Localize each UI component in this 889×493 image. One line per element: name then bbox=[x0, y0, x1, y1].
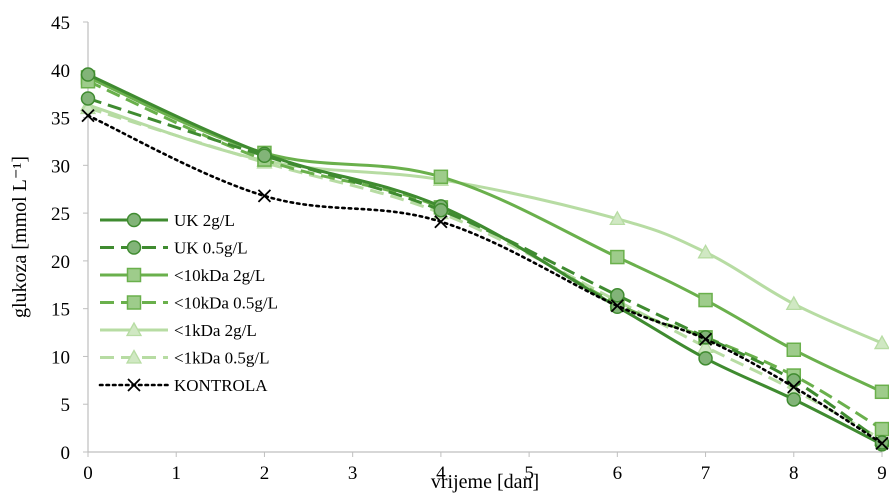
x-tick-label: 0 bbox=[83, 463, 93, 484]
x-tick-label: 7 bbox=[701, 463, 711, 484]
data-point bbox=[433, 169, 449, 185]
y-tick-label: 25 bbox=[51, 204, 70, 225]
legend-item: <1kDa 0.5g/L bbox=[100, 349, 270, 368]
data-point bbox=[79, 99, 97, 115]
y-tick-label: 20 bbox=[51, 252, 70, 273]
data-point bbox=[257, 189, 272, 203]
data-point bbox=[875, 436, 889, 451]
y-tick-label: 45 bbox=[51, 13, 70, 34]
legend-marker bbox=[127, 378, 141, 392]
data-point bbox=[609, 210, 626, 225]
data-point bbox=[698, 351, 713, 366]
data-point bbox=[786, 392, 802, 407]
x-tick-label: 4 bbox=[436, 463, 446, 484]
legend-label: <1kDa 0.5g/L bbox=[174, 349, 270, 368]
legend-marker bbox=[125, 349, 143, 364]
x-axis-title: vrijeme [dan] bbox=[431, 471, 539, 493]
data-point bbox=[873, 334, 889, 350]
y-tick-label: 10 bbox=[51, 347, 70, 368]
legend-label: <1kDa 2g/L bbox=[174, 321, 257, 340]
y-axis-title: glukoza [mmol L⁻¹] bbox=[9, 156, 31, 318]
legend-marker bbox=[126, 267, 142, 283]
x-tick-label: 6 bbox=[613, 463, 623, 484]
data-point bbox=[786, 373, 802, 388]
legend-marker bbox=[125, 321, 143, 337]
data-point bbox=[610, 299, 624, 313]
legend-marker bbox=[126, 212, 142, 228]
y-tick-label: 15 bbox=[51, 300, 70, 321]
series-layer bbox=[79, 67, 889, 452]
data-point bbox=[874, 421, 889, 437]
x-tick-label: 2 bbox=[260, 463, 270, 484]
data-point bbox=[610, 288, 625, 303]
y-tick-label: 40 bbox=[51, 61, 70, 82]
data-point bbox=[610, 249, 625, 265]
legend-item: <10kDa 0.5g/L bbox=[100, 294, 278, 313]
series-line bbox=[87, 76, 883, 394]
data-point bbox=[874, 384, 889, 400]
legend-item: KONTROLA bbox=[98, 376, 268, 395]
y-tick-label: 30 bbox=[51, 156, 70, 177]
series-6 bbox=[81, 109, 889, 451]
data-point bbox=[697, 243, 714, 259]
data-point bbox=[80, 67, 96, 82]
legend-marker bbox=[126, 240, 142, 255]
legend-item: UK 0.5g/L bbox=[100, 239, 248, 258]
x-tick-label: 1 bbox=[171, 463, 181, 484]
series-line bbox=[87, 73, 883, 446]
data-point bbox=[434, 215, 448, 229]
legend-item: <10kDa 2g/L bbox=[100, 266, 265, 285]
legend: UK 2g/L UK 0.5g/L <10kDa 2g/L <10kDa 0.5g/L… bbox=[98, 211, 278, 395]
legend-item: UK 2g/L bbox=[100, 211, 235, 230]
legend-label: KONTROLA bbox=[174, 376, 268, 395]
x-tick-label: 5 bbox=[524, 463, 534, 484]
data-point bbox=[698, 332, 713, 346]
x-tick-label: 3 bbox=[348, 463, 358, 484]
x-tick-label: 9 bbox=[877, 463, 887, 484]
data-point bbox=[786, 342, 802, 358]
data-point bbox=[81, 109, 95, 123]
data-point bbox=[787, 380, 801, 394]
legend-marker bbox=[126, 295, 142, 310]
series-line bbox=[86, 114, 884, 445]
data-point bbox=[785, 295, 802, 311]
legend-label: UK 2g/L bbox=[174, 211, 235, 230]
data-point bbox=[80, 91, 96, 106]
y-tick-label: 35 bbox=[51, 109, 70, 130]
data-point bbox=[257, 148, 272, 164]
x-tick-label: 8 bbox=[789, 463, 799, 484]
legend-item: <1kDa 2g/L bbox=[100, 321, 257, 340]
legend-label: UK 0.5g/L bbox=[174, 239, 248, 258]
y-tick-label: 0 bbox=[61, 443, 71, 464]
y-tick-label: 5 bbox=[61, 395, 71, 416]
legend-label: <10kDa 0.5g/L bbox=[174, 294, 278, 313]
data-point bbox=[433, 202, 449, 218]
data-point bbox=[698, 292, 713, 308]
legend-label: <10kDa 2g/L bbox=[174, 266, 265, 285]
